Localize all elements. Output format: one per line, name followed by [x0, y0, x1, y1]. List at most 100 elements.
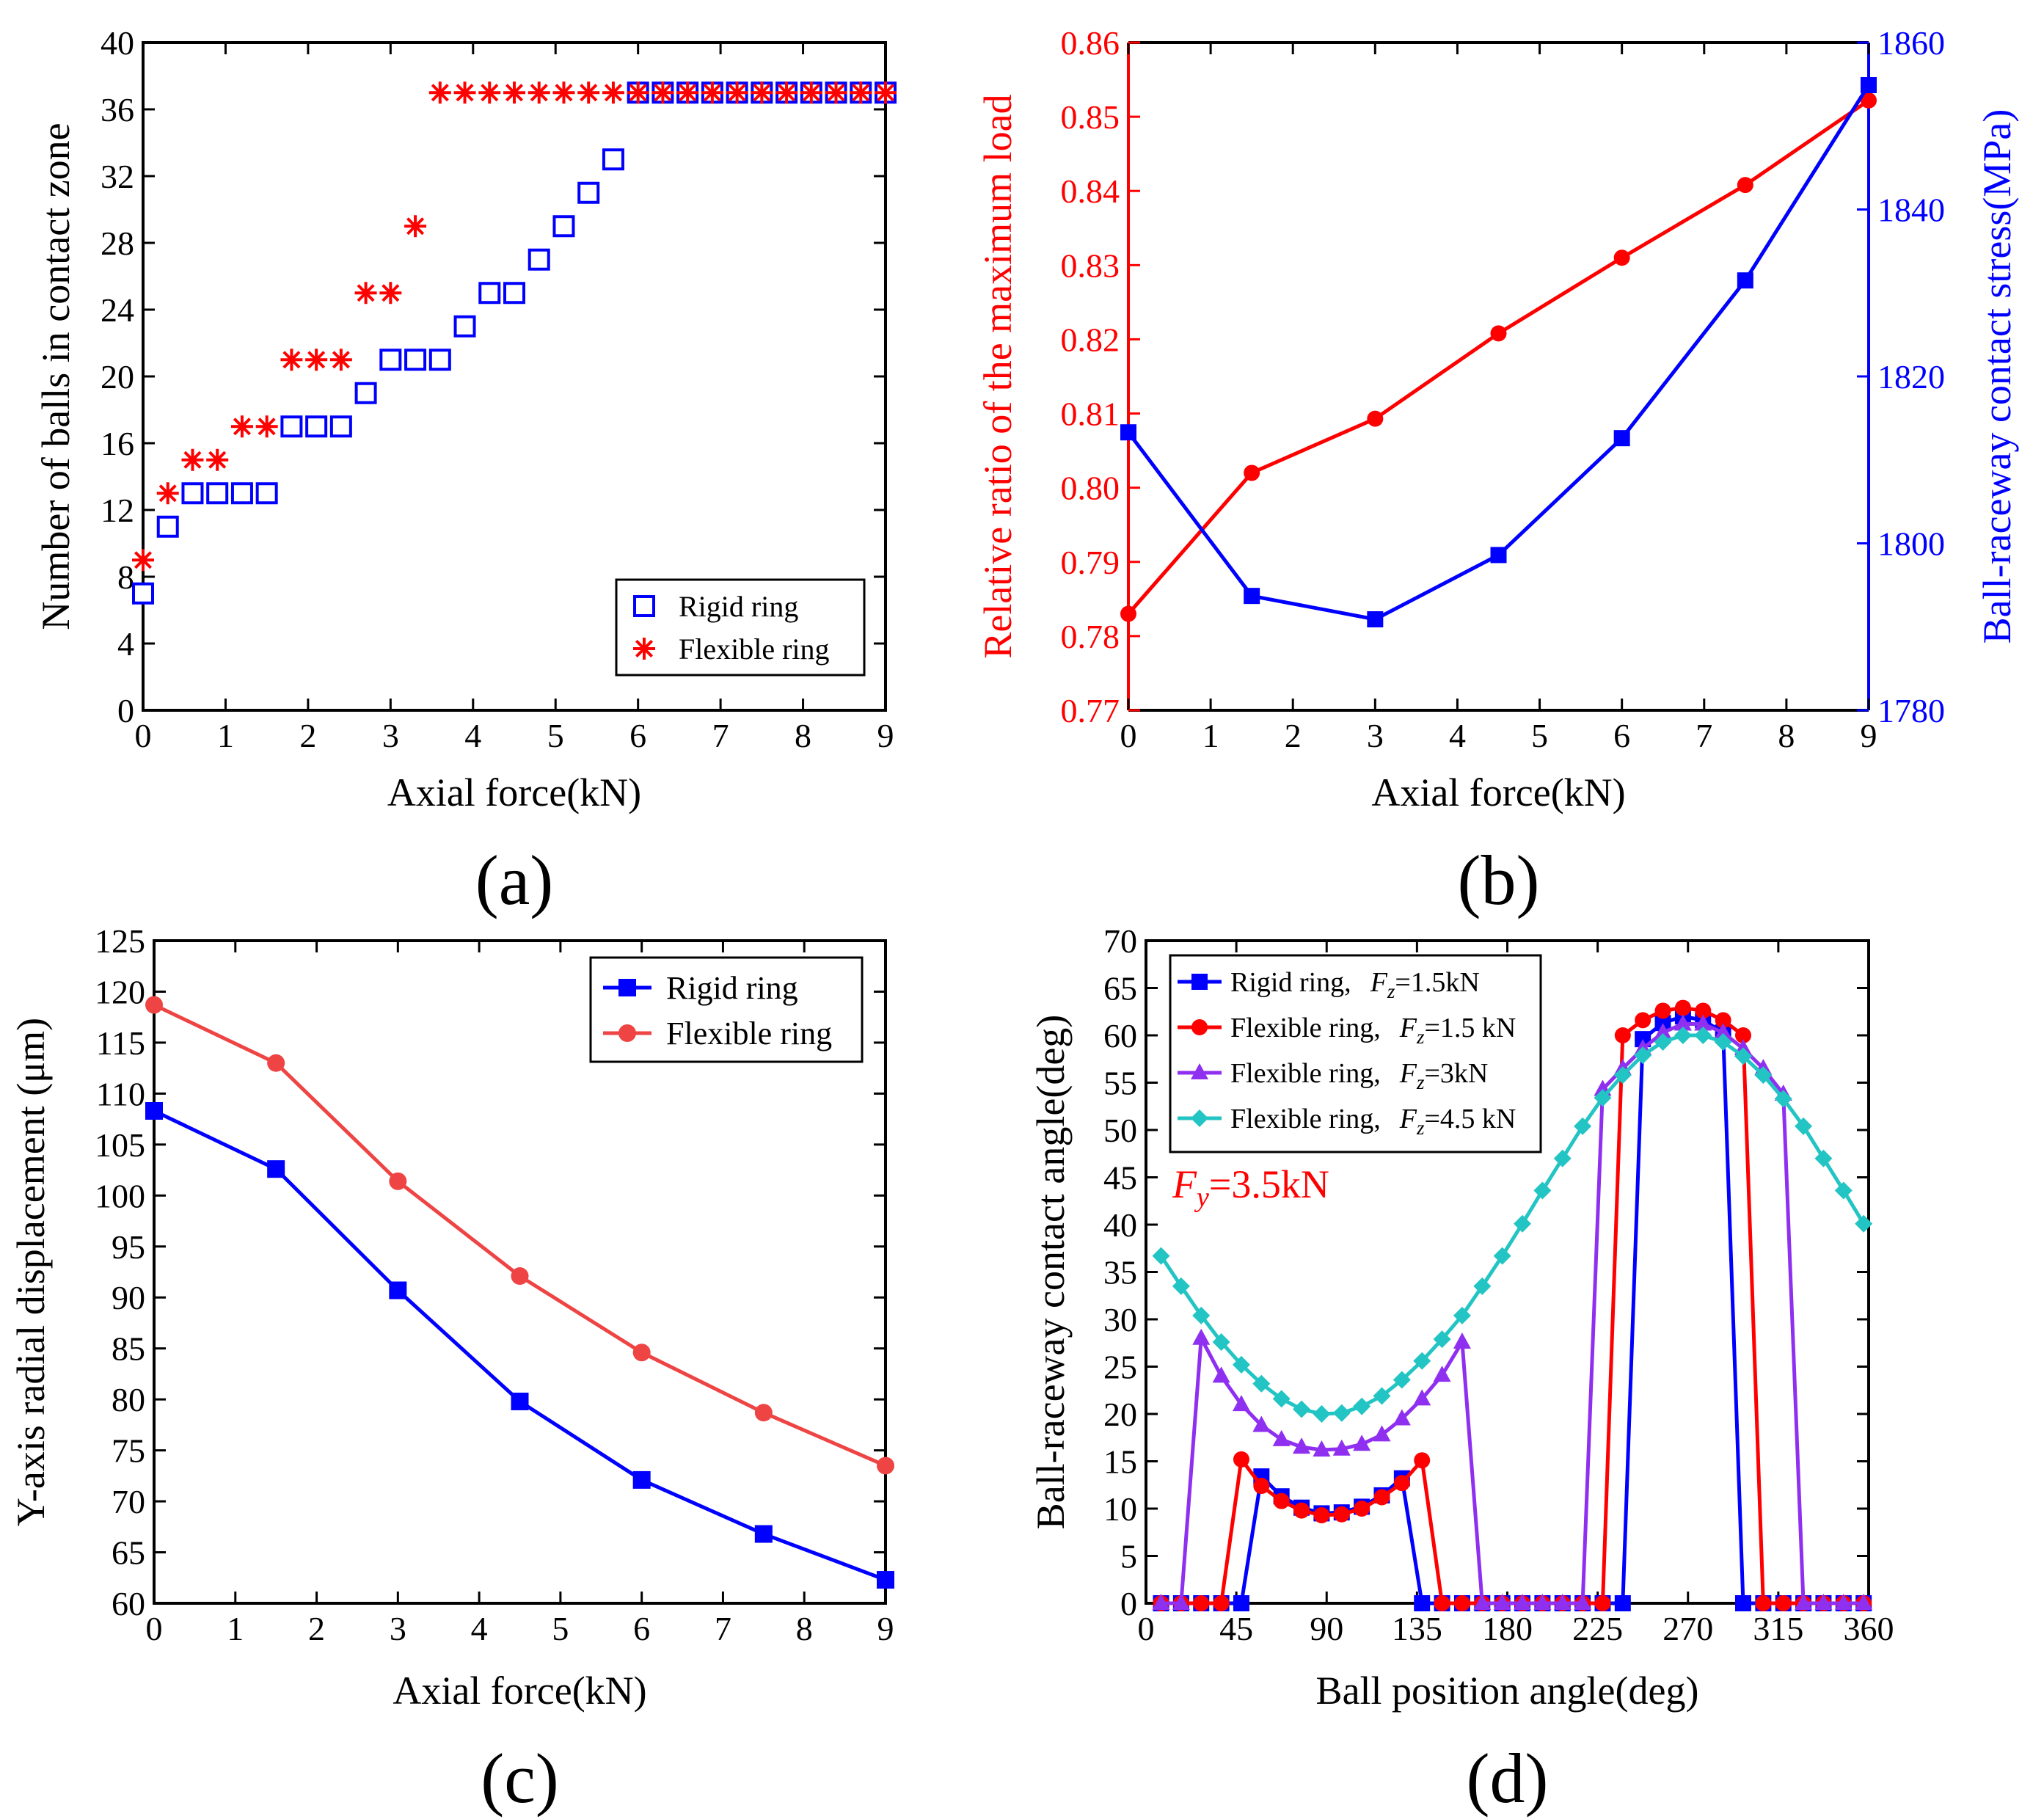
x-tick-label: 9: [877, 717, 894, 754]
series-2-marker: [1514, 1594, 1532, 1610]
x-tick-label: 315: [1753, 1610, 1803, 1647]
y-tick-label: 0.78: [1061, 618, 1120, 655]
y-tick-label: 0: [117, 692, 134, 729]
x-tick-label: 2: [1285, 717, 1302, 754]
series-2-marker: [1353, 1435, 1371, 1451]
y-tick-label-right: 1840: [1877, 192, 1945, 229]
y-tick-label: 0.83: [1061, 247, 1120, 284]
series-0-marker: [354, 382, 377, 404]
annotation-sub: y: [1194, 1182, 1209, 1213]
series-2-marker: [1413, 1389, 1431, 1406]
series-0-marker: [389, 1281, 407, 1299]
y-tick-label: 0.80: [1061, 470, 1120, 507]
series-1-marker: [1613, 430, 1630, 447]
legend-prefix: Rigid ring,: [1230, 967, 1351, 998]
series-3-marker: [1814, 1149, 1833, 1167]
series-3-marker: [1192, 1306, 1211, 1324]
series-1-marker: [1654, 1002, 1671, 1019]
y-tick-label: 70: [112, 1483, 145, 1520]
series-1-marker: [1273, 1492, 1290, 1509]
series-1-marker: [751, 81, 773, 104]
y-tick-label: 40: [101, 24, 134, 62]
y-tick-label: 100: [95, 1177, 145, 1214]
series-3-marker: [1152, 1247, 1170, 1265]
legend-prefix: Flexible ring,: [1230, 1104, 1381, 1134]
legend-label: Flexible ring: [666, 1016, 832, 1051]
y-tick-label: 20: [1103, 1396, 1137, 1433]
series-0-marker: [577, 181, 600, 204]
y-tick-label: 30: [1103, 1301, 1137, 1338]
series-1-marker: [651, 81, 674, 104]
series-1-marker: [453, 81, 476, 104]
x-tick-label: 90: [1310, 1610, 1343, 1647]
y-tick-label: 125: [95, 922, 145, 960]
x-axis-label: Axial force(kN): [393, 1669, 646, 1713]
series-1-marker: [1333, 1506, 1350, 1523]
series-3-marker: [1293, 1400, 1311, 1418]
x-tick-label: 1: [227, 1610, 244, 1647]
annotation-f: F: [1172, 1162, 1197, 1206]
series-0-marker: [428, 349, 451, 371]
series-1-marker: [1737, 272, 1753, 289]
series-1-marker: [1490, 547, 1507, 564]
y-tick-label: 85: [112, 1330, 145, 1368]
series-2-marker: [1855, 1594, 1873, 1610]
series-3-marker: [1212, 1333, 1230, 1351]
y-tick-label: 0: [1120, 1585, 1137, 1622]
series-0-marker: [478, 282, 501, 305]
series-0-marker: [404, 349, 427, 371]
y-tick-label: 60: [112, 1585, 145, 1622]
series-1-marker: [1253, 1478, 1270, 1495]
series-3-marker: [1393, 1371, 1411, 1389]
x-tick-label: 135: [1392, 1610, 1442, 1647]
series-1-marker: [511, 1267, 529, 1286]
y-axis-label: Ball-raceway contact stress(MPa): [1975, 109, 2019, 644]
x-tick-label: 8: [796, 1610, 813, 1647]
series-2-marker: [1493, 1594, 1511, 1610]
y-tick-label: 0.77: [1061, 692, 1120, 729]
series-3-marker: [1353, 1397, 1371, 1415]
y-tick-label-right: 1780: [1877, 692, 1945, 729]
series-1-marker: [428, 81, 451, 104]
series-3-marker: [1654, 1033, 1672, 1051]
series-0-marker: [754, 1525, 773, 1543]
y-tick-label-right: 1860: [1877, 24, 1945, 62]
series-1-marker: [255, 415, 278, 438]
series-1-marker: [552, 81, 575, 104]
y-tick-label: 115: [96, 1024, 145, 1062]
series-1-marker: [726, 81, 748, 104]
x-tick-label: 7: [712, 717, 729, 754]
series-1-marker: [577, 81, 600, 104]
series-1-marker: [1635, 1012, 1651, 1029]
series-1-marker: [875, 81, 897, 104]
legend-marker-1: [633, 638, 655, 660]
y-tick-label: 0.86: [1061, 24, 1120, 62]
series-1-marker: [379, 282, 402, 305]
series-1-marker: [1861, 77, 1877, 94]
x-axis-label: Ball position angle(deg): [1316, 1669, 1699, 1713]
series-1-marker: [1367, 611, 1384, 628]
series-1-marker: [1594, 1595, 1611, 1611]
x-tick-label: 4: [471, 1610, 488, 1647]
series-1-marker: [676, 81, 699, 104]
series-3-marker: [1514, 1214, 1532, 1233]
y-tick-label: 10: [1103, 1490, 1137, 1528]
x-tick-label: 7: [715, 1610, 731, 1647]
series-0-marker: [1861, 92, 1877, 109]
series-0-marker: [206, 482, 229, 505]
y-tick-label: 28: [101, 225, 134, 262]
series-0-marker: [305, 415, 328, 438]
series-1-marker: [1373, 1489, 1390, 1506]
series-2-marker: [1673, 1014, 1692, 1031]
y-tick-label: 120: [95, 973, 145, 1010]
panel-label: (b): [1458, 841, 1540, 919]
series-0-marker: [329, 415, 352, 438]
x-tick-label: 9: [877, 1610, 894, 1647]
x-tick-label: 0: [146, 1610, 163, 1647]
series-3-marker: [1774, 1090, 1792, 1108]
series-3-marker: [1795, 1117, 1813, 1135]
legend-marker-0: [618, 979, 636, 996]
y-tick-label: 50: [1103, 1112, 1137, 1149]
legend-value: =1.5 kN: [1425, 1013, 1516, 1043]
